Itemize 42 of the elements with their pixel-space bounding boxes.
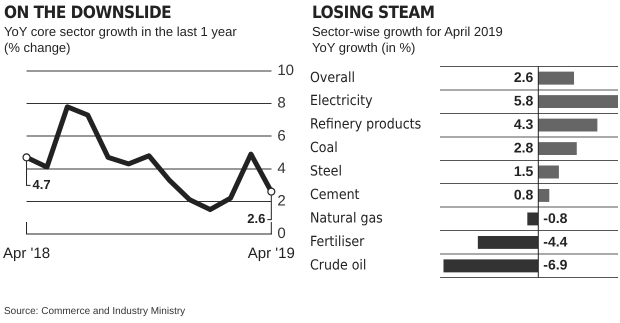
y-tick-label: Coal	[310, 140, 338, 156]
bar	[538, 142, 577, 155]
bar	[443, 259, 538, 272]
data-label: 4.3	[514, 116, 534, 132]
annotation: 4.7	[32, 176, 51, 192]
chart-title: ON THE DOWNSLIDE	[4, 3, 172, 23]
x-tick-label: Apr '19	[248, 245, 295, 262]
y-tick-label: Natural gas	[310, 210, 383, 227]
y-tick-label: 2	[277, 192, 286, 210]
source-note: Source: Commerce and Industry Ministry	[4, 306, 186, 317]
bar	[538, 118, 598, 132]
y-tick-label: Cement	[310, 187, 360, 204]
y-tick-label: Steel	[310, 164, 342, 180]
data-label: -4.4	[543, 233, 568, 250]
data-label: 5.8	[514, 92, 534, 108]
y-tick-label: 6	[277, 127, 286, 144]
y-tick-label: 8	[277, 94, 286, 112]
bar	[538, 166, 559, 178]
y-tick-label: 4	[277, 160, 286, 177]
y-tick-label: Refinery products	[310, 116, 422, 133]
y-tick-label: Electricity	[310, 93, 374, 110]
data-label: 2.8	[514, 139, 534, 156]
bar	[527, 212, 538, 226]
annotation: 2.6	[247, 211, 266, 226]
data-label: 1.5	[514, 162, 534, 179]
x-tick-label: Apr '18	[3, 245, 50, 262]
y-tick-label: Overall	[310, 70, 356, 86]
y-tick-label: 0	[277, 225, 286, 242]
bar	[478, 236, 538, 249]
data-label: -0.8	[543, 210, 568, 226]
data-label: 2.6	[514, 68, 534, 85]
chart-title: LOSING STEAM	[312, 3, 436, 23]
bar	[538, 189, 550, 202]
y-tick-label: Fertiliser	[310, 234, 366, 250]
y-tick-label: 10	[277, 62, 294, 80]
data-label: 0.8	[514, 186, 534, 202]
data-label: -6.9	[543, 256, 568, 273]
chart-subtitle: Sector-wise growth for April 2019 YoY growth (in %)	[312, 24, 504, 56]
y-tick-label: Crude oil	[310, 258, 366, 274]
bar	[538, 95, 618, 108]
chart-subtitle: YoY core sector growth in the last 1 year (% change)	[4, 24, 238, 56]
bar	[538, 72, 574, 85]
